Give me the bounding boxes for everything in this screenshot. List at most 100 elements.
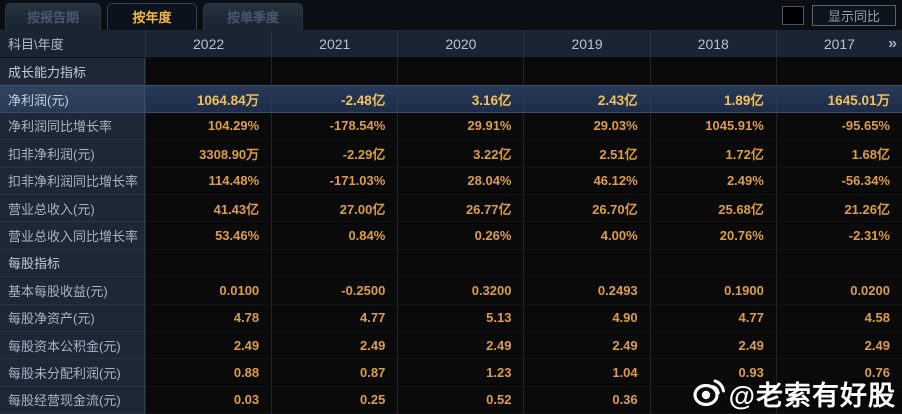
cell-value: -56.34%: [775, 167, 902, 195]
row-label: 扣非净利润同比增长率: [0, 167, 145, 195]
cell-value: 0.76: [775, 359, 902, 387]
empty-cell: [145, 249, 272, 278]
cell-value: 0.0100: [145, 277, 272, 305]
cell-value: 0.87: [271, 359, 398, 387]
cell-value: 1.04: [523, 359, 650, 387]
cell-value: 0.1900: [649, 277, 776, 305]
row-label: 扣非净利润(元): [0, 140, 145, 168]
cell-value: 2.49: [271, 331, 398, 360]
empty-cell: [271, 249, 398, 278]
cell-value: 2.49: [397, 331, 524, 360]
cell-value: [649, 386, 776, 414]
cell-value: 0.84%: [271, 222, 398, 250]
empty-cell: [397, 58, 524, 86]
cell-value: 2.49: [145, 331, 272, 360]
cell-value: 2.43亿: [523, 85, 650, 113]
cell-value: 2.49: [523, 331, 650, 360]
row-label: 营业总收入同比增长率: [0, 222, 145, 250]
cell-value: 0.25: [271, 386, 398, 414]
empty-cell: [649, 249, 776, 278]
empty-cell: [523, 249, 650, 278]
cell-value: 4.78: [145, 304, 272, 332]
empty-cell: [775, 58, 902, 86]
cell-value: 1045.91%: [649, 112, 776, 141]
show-yoy-checkbox[interactable]: [782, 6, 804, 25]
cell-value: 2.49: [649, 331, 776, 360]
empty-cell: [649, 58, 776, 86]
cell-value: -2.29亿: [271, 140, 398, 168]
yoy-controls: 显示同比: [782, 5, 896, 26]
cell-value: 20.76%: [649, 222, 776, 250]
cell-value: 1064.84万: [145, 85, 272, 113]
section-label: 成长能力指标: [0, 58, 145, 86]
cell-value: 4.90: [523, 304, 650, 332]
cell-value: 3308.90万: [145, 140, 272, 168]
row-label: 每股未分配利润(元): [0, 359, 145, 387]
period-tabbar: 按报告期 按年度 按单季度 显示同比: [0, 0, 902, 30]
cell-value: 26.77亿: [397, 194, 524, 223]
cell-value: -171.03%: [271, 167, 398, 195]
cell-value: 4.77: [649, 304, 776, 332]
empty-cell: [397, 249, 524, 278]
cell-value: 0.2493: [523, 277, 650, 305]
cell-value: 46.12%: [523, 167, 650, 195]
cell-value: 104.29%: [145, 112, 272, 141]
cell-value: [775, 386, 902, 414]
cell-value: 5.13: [397, 304, 524, 332]
empty-cell: [523, 58, 650, 86]
row-label: 基本每股收益(元): [0, 277, 145, 305]
cell-value: 41.43亿: [145, 194, 272, 223]
year-header-2017: 2017»: [775, 30, 902, 58]
cell-value: 114.48%: [145, 167, 272, 195]
year-header-2018: 2018: [649, 30, 776, 58]
year-header-2020: 2020: [397, 30, 524, 58]
year-header-2022: 2022: [145, 30, 272, 58]
cell-value: 0.88: [145, 359, 272, 387]
financial-table: 科目\年度 2022 2021 2020 2019 2018 2017» 成长能力指标 净利润(…: [0, 30, 902, 414]
cell-value: -0.2500: [271, 277, 398, 305]
corner-header: 科目\年度: [0, 30, 145, 58]
empty-cell: [775, 249, 902, 278]
year-header-2021: 2021: [271, 30, 398, 58]
cell-value: 25.68亿: [649, 194, 776, 223]
year-header-2019: 2019: [523, 30, 650, 58]
cell-value: 1645.01万: [775, 85, 902, 113]
cell-value: 2.51亿: [523, 140, 650, 168]
cell-value: -2.48亿: [271, 85, 398, 113]
tab-by-year[interactable]: 按年度: [107, 3, 197, 30]
cell-value: 26.70亿: [523, 194, 650, 223]
tab-by-report-period[interactable]: 按报告期: [5, 3, 101, 30]
cell-value: 21.26亿: [775, 194, 902, 223]
cell-value: 0.36: [523, 386, 650, 414]
cell-value: 3.16亿: [397, 85, 524, 113]
cell-value: 1.89亿: [649, 85, 776, 113]
cell-value: 0.03: [145, 386, 272, 414]
row-label: 每股资本公积金(元): [0, 331, 145, 360]
cell-value: 1.68亿: [775, 140, 902, 168]
tab-by-quarter[interactable]: 按单季度: [203, 3, 303, 30]
cell-value: 4.00%: [523, 222, 650, 250]
cell-value: 0.93: [649, 359, 776, 387]
cell-value: 1.72亿: [649, 140, 776, 168]
show-yoy-button[interactable]: 显示同比: [812, 5, 896, 26]
empty-cell: [145, 58, 272, 86]
cell-value: 0.52: [397, 386, 524, 414]
cell-value: 0.0200: [775, 277, 902, 305]
row-label: 每股经营现金流(元): [0, 386, 145, 414]
row-label: 净利润同比增长率: [0, 112, 145, 141]
cell-value: 27.00亿: [271, 194, 398, 223]
cell-value: -2.31%: [775, 222, 902, 250]
cell-value: 29.91%: [397, 112, 524, 141]
more-years-icon[interactable]: »: [888, 34, 897, 52]
cell-value: 2.49: [775, 331, 902, 360]
cell-value: -178.54%: [271, 112, 398, 141]
cell-value: 53.46%: [145, 222, 272, 250]
row-label: 净利润(元): [0, 85, 145, 113]
empty-cell: [271, 58, 398, 86]
cell-value: 28.04%: [397, 167, 524, 195]
cell-value: 4.58: [775, 304, 902, 332]
cell-value: 0.26%: [397, 222, 524, 250]
cell-value: -95.65%: [775, 112, 902, 141]
row-label: 营业总收入(元): [0, 194, 145, 223]
